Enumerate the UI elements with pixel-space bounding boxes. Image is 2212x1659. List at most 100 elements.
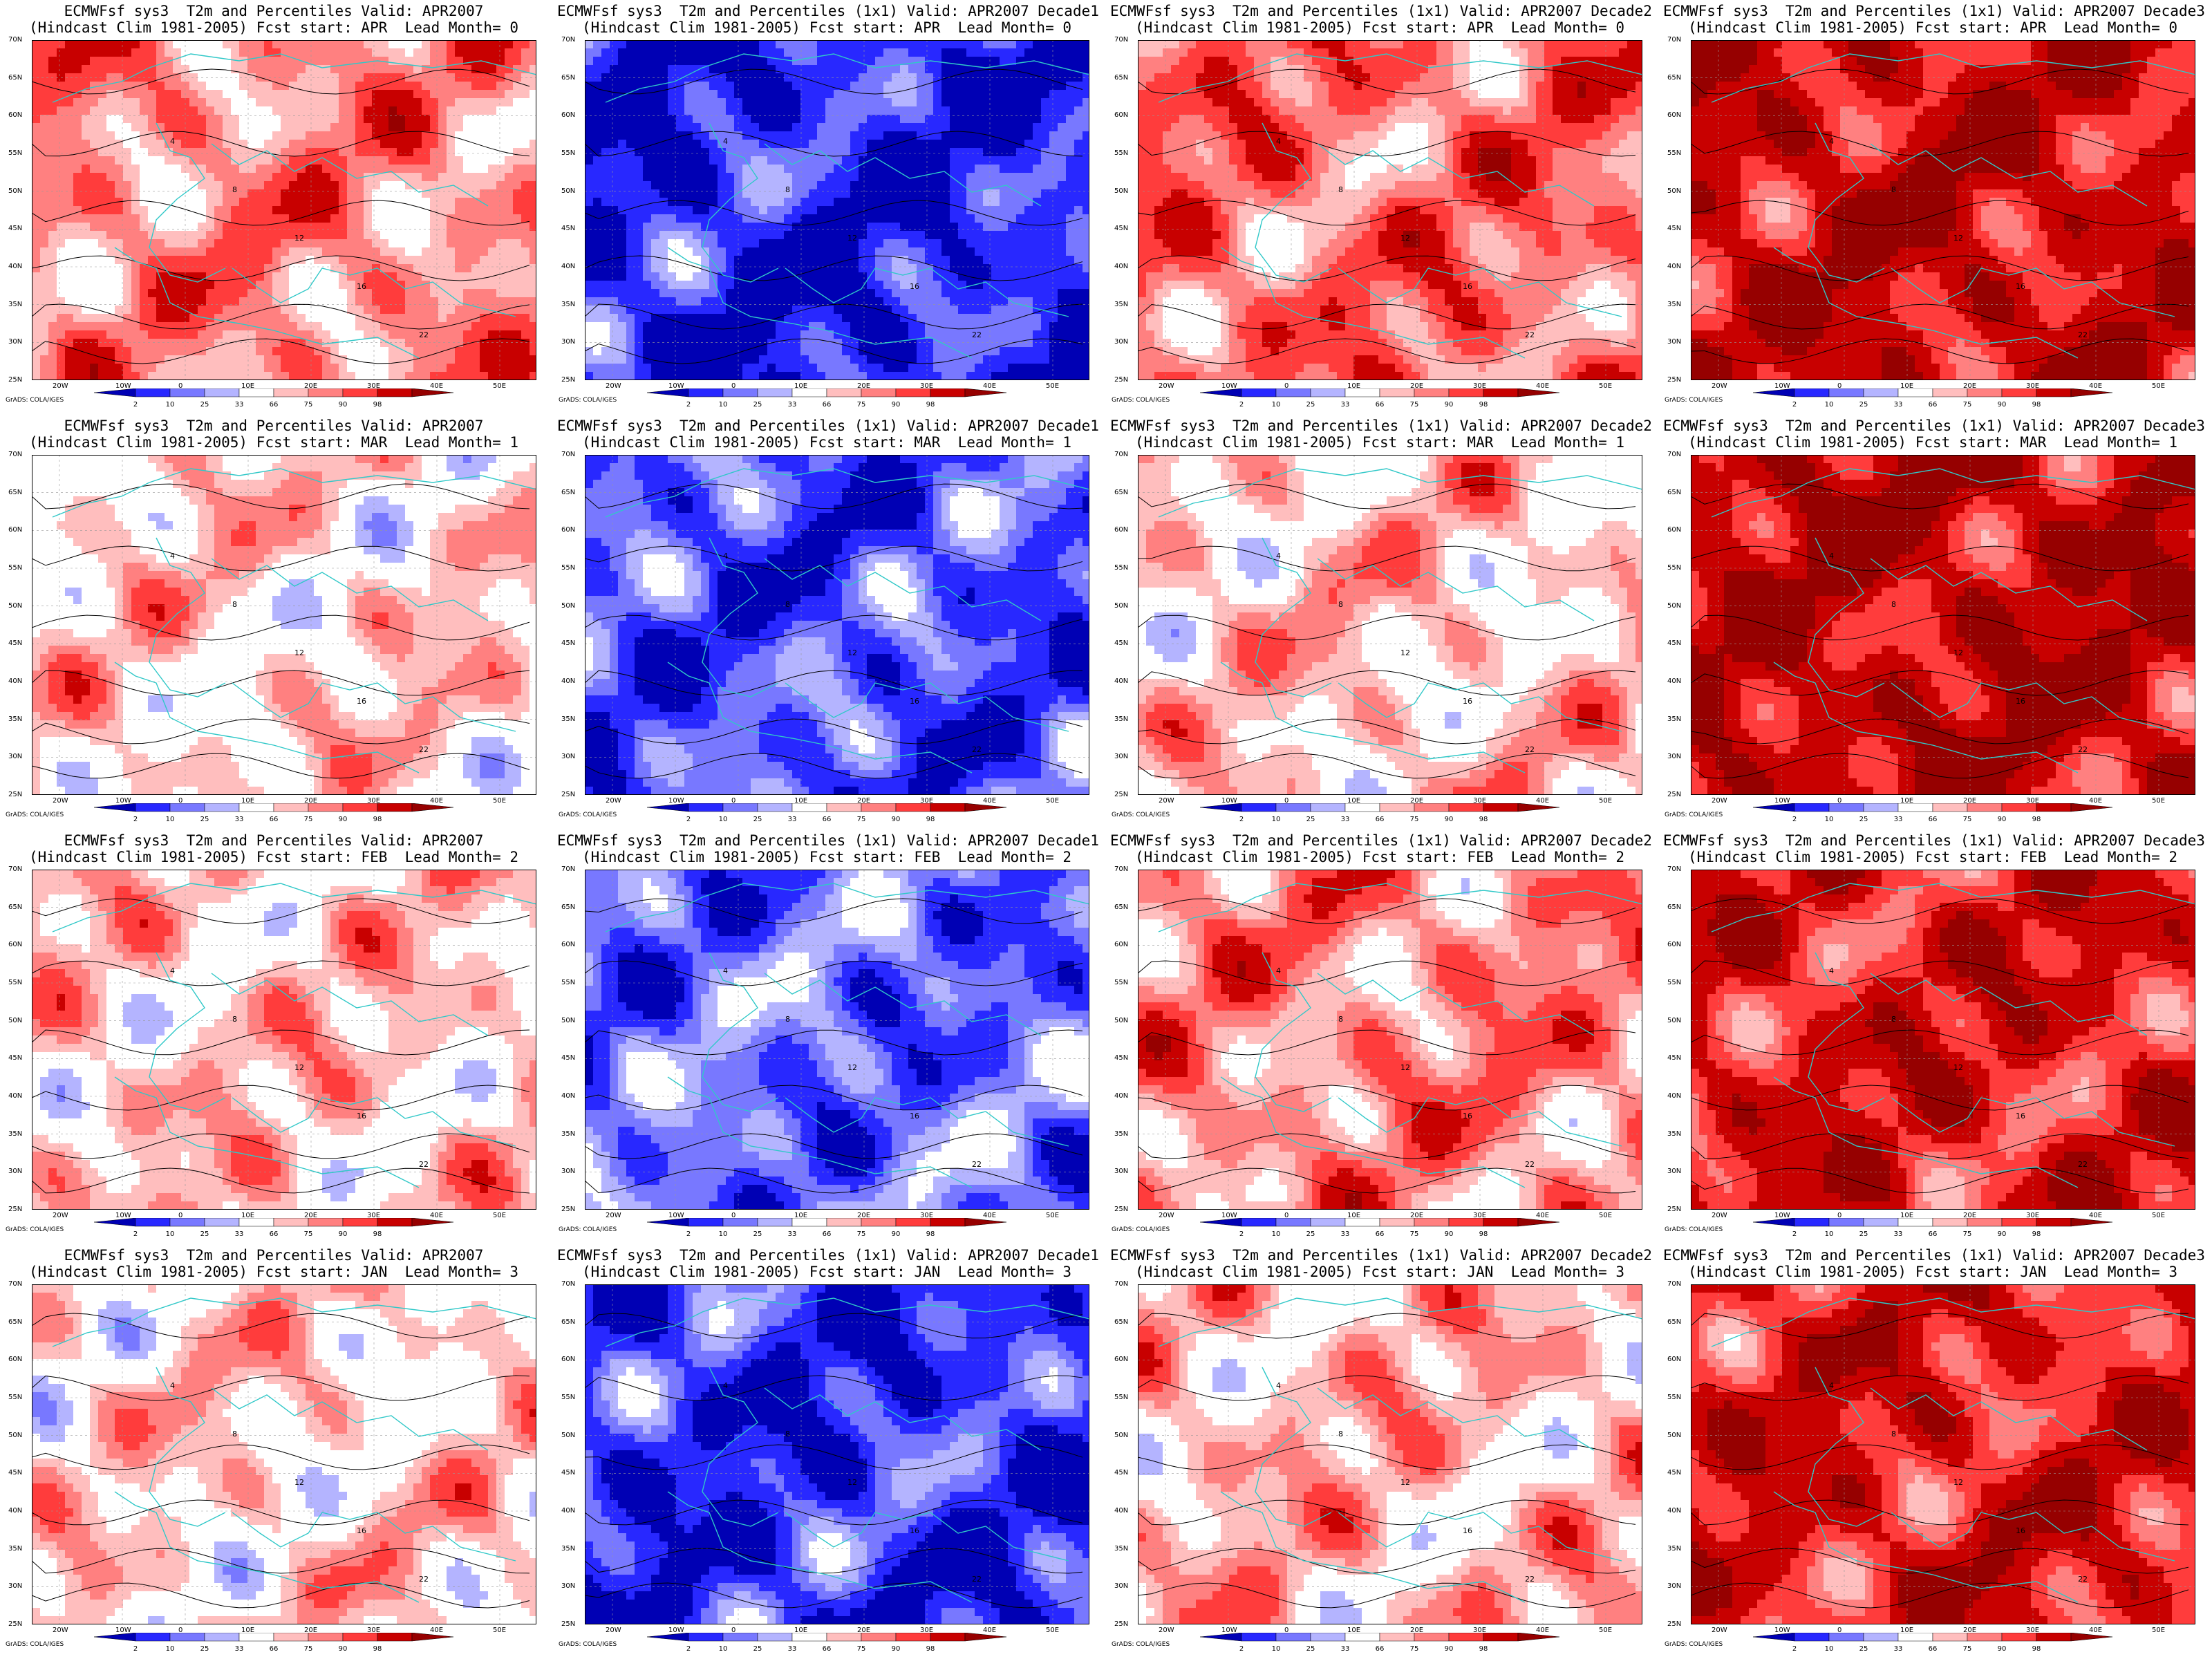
colorbar-label: 33 [1341,1645,1350,1653]
colorbar-swatch [1897,1633,1933,1642]
grads-credit: GrADS: COLA/IGES [6,1226,64,1233]
contour-label: 22 [419,1575,429,1584]
temperature-contour [1691,1085,2189,1111]
contour-label: 16 [2016,697,2025,706]
lon-tick-label: 10W [1221,382,1237,390]
colorbar-swatch [169,1218,205,1227]
lat-tick-label: 45N [8,1469,22,1477]
lat-tick-label: 55N [561,564,575,572]
contour-label: 8 [1891,185,1896,194]
lon-tick-label: 10E [1347,382,1360,390]
panel-subtitle: (Hindcast Clim 1981-2005) Fcst start: JA… [1110,1264,1649,1280]
temperature-contour [32,68,530,95]
lon-tick-label: 10W [115,1212,131,1219]
coastline [1158,883,1642,1188]
temperature-contour [1691,898,2189,924]
lat-tick-label: 55N [1667,1394,1681,1401]
panel-subtitle: (Hindcast Clim 1981-2005) Fcst start: FE… [4,849,543,865]
colorbar-label: 90 [892,816,901,823]
colorbar-label: 25 [753,1645,762,1653]
lon-tick-label: 10W [668,1627,684,1634]
colorbar-label: 10 [1825,816,1834,823]
grads-credit: GrADS: COLA/IGES [1112,1641,1170,1648]
colorbar-label: 33 [235,401,244,409]
colorbar-label: 98 [1479,401,1488,409]
lat-tick-label: 70N [1114,1280,1128,1288]
colorbar-label: 66 [1376,816,1385,823]
colorbar-label: 75 [304,1645,313,1653]
colorbar-swatch [1932,803,1968,812]
lon-tick-label: 20E [857,1627,870,1634]
lon-tick-label: 20W [1159,1627,1174,1634]
contour-label: 22 [2078,330,2088,339]
colorbar-label: 66 [823,1645,832,1653]
map-panel: ECMWFsf sys3 T2m and Percentiles Valid: … [4,831,543,1243]
lon-tick-label: 50E [1046,1212,1059,1219]
lon-tick-label: 10E [794,1212,807,1219]
lat-tick-label: 70N [1667,1280,1681,1288]
map-panel: ECMWFsf sys3 T2m and Percentiles (1x1) V… [1110,416,1652,828]
lat-tick-label: 65N [1667,903,1681,911]
lon-tick-label: 20W [606,1627,621,1634]
percentile-map: 4 8 12 16 22 [32,870,536,1210]
colorbar-swatch [791,1633,827,1642]
map-panel: ECMWFsf sys3 T2m and Percentiles Valid: … [4,1246,543,1658]
lon-tick-label: 50E [493,1212,506,1219]
temperature-contour [32,338,530,364]
colorbar-label: 66 [823,401,832,409]
lat-tick-label: 30N [1667,1582,1681,1590]
temperature-contour [1138,131,1636,157]
percentile-map: 4 8 12 16 22 [1138,870,1642,1210]
lat-tick-label: 30N [1667,338,1681,346]
lat-tick-label: 70N [1114,451,1128,458]
colorbar-swatch [1967,388,2003,397]
coastline [605,883,1089,1188]
lon-tick-label: 30E [2026,1212,2039,1219]
lon-tick-label: 30E [920,797,933,805]
colorbar-swatch [1794,803,1830,812]
colorbar-label: 90 [1998,816,2007,823]
lat-tick-label: 25N [561,791,575,798]
temperature-contour [1691,960,2189,986]
colorbar-swatch [1310,388,1346,397]
lon-tick-label: 10E [794,382,807,390]
panel-subtitle: (Hindcast Clim 1981-2005) Fcst start: AP… [557,19,1096,36]
colorbar-swatch [688,388,724,397]
contour-label: 4 [170,1381,175,1390]
colorbar-label: 98 [926,1645,935,1653]
map-panel: ECMWFsf sys3 T2m and Percentiles (1x1) V… [557,831,1099,1243]
temperature-contour [1691,1499,2189,1526]
lon-tick-label: 0 [731,1627,735,1634]
colorbar-label: 98 [1479,1230,1488,1238]
colorbar-label: 33 [235,816,244,823]
colorbar-label: 75 [304,816,313,823]
lon-tick-label: 20E [857,797,870,805]
colorbar-swatch [1753,388,1795,397]
contour-label: 16 [357,697,366,706]
grads-credit: GrADS: COLA/IGES [559,397,617,404]
temperature-contour [1691,1548,2189,1574]
contour-label: 12 [847,1063,857,1072]
colorbar-swatch [135,803,171,812]
percentile-colorbar: 2 10 25 33 66 75 90 98 [94,1633,453,1653]
lat-tick-label: 30N [1114,753,1128,760]
temperature-contour [585,131,1083,157]
lat-tick-label: 55N [1667,564,1681,572]
temperature-contour [585,68,1083,95]
lat-tick-label: 35N [561,715,575,723]
temperature-contour [1138,1548,1636,1574]
temperature-contour [1138,1133,1636,1159]
contour-label: 12 [847,234,857,243]
lat-tick-label: 40N [8,677,22,685]
colorbar-label: 25 [200,1645,209,1653]
contour-label: 16 [357,1526,366,1535]
colorbar-swatch [826,388,862,397]
temperature-contour [1691,718,2189,744]
colorbar-label: 66 [1376,1645,1385,1653]
colorbar-label: 75 [1963,1645,1972,1653]
colorbar-label: 90 [339,1230,348,1238]
percentile-map: 4 8 12 16 22 [1691,870,2195,1210]
colorbar-label: 25 [1859,1230,1868,1238]
panel-subtitle: (Hindcast Clim 1981-2005) Fcst start: FE… [1110,849,1649,865]
lon-tick-label: 40E [983,382,996,390]
